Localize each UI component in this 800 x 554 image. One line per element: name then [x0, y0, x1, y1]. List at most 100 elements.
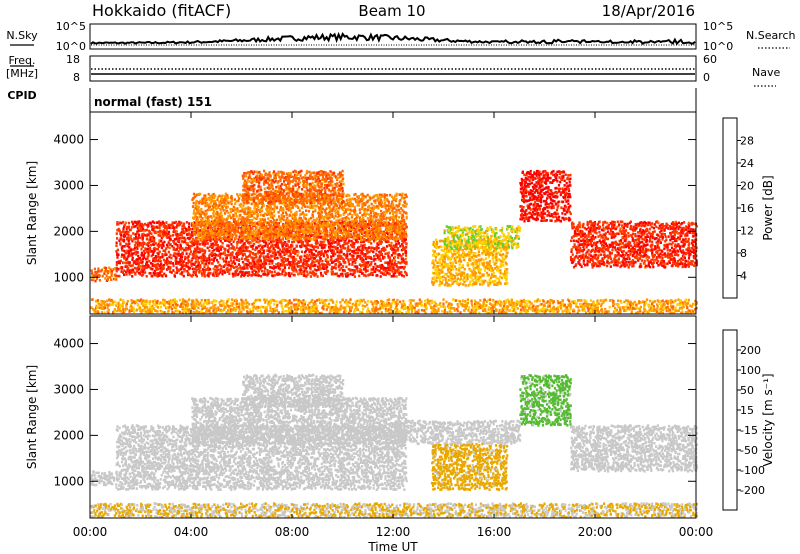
power-cell	[209, 272, 212, 275]
power-cell	[202, 252, 205, 256]
power-cell	[267, 176, 270, 179]
power-cell	[214, 227, 217, 231]
power-cell	[131, 275, 134, 278]
power-cell	[321, 259, 324, 263]
power-cell	[405, 215, 408, 219]
power-cell	[383, 210, 386, 214]
power-cell	[171, 221, 174, 224]
power-cell	[160, 236, 163, 240]
power-cell	[359, 218, 363, 221]
power-cell	[124, 252, 127, 255]
power-cell	[332, 250, 335, 253]
power-cell	[106, 275, 109, 279]
power-cell	[199, 263, 202, 267]
power-cell	[309, 275, 312, 278]
power-cell	[297, 265, 301, 268]
power-cell	[167, 226, 170, 229]
power-cell	[289, 197, 293, 201]
power-cell	[179, 244, 182, 248]
power-cell	[242, 252, 245, 256]
power-cell	[265, 197, 268, 200]
power-cell	[279, 190, 282, 194]
power-cell	[139, 227, 142, 231]
power-cell	[277, 264, 280, 268]
power-cell	[180, 263, 183, 267]
power-cell	[240, 257, 244, 260]
power-cell	[195, 216, 199, 219]
power-cell	[257, 231, 261, 235]
power-cell	[353, 205, 356, 209]
power-cell	[240, 251, 243, 255]
power-cell	[175, 247, 178, 251]
power-cell	[335, 207, 338, 211]
power-cell	[131, 258, 134, 261]
power-cell	[217, 254, 220, 257]
power-cell	[287, 185, 291, 188]
power-cell	[201, 254, 204, 257]
power-cell	[181, 252, 184, 256]
power-cell	[354, 229, 357, 232]
power-cell	[115, 232, 118, 235]
power-cell	[223, 251, 227, 254]
power-cell	[309, 182, 312, 186]
power-cell	[280, 182, 284, 186]
power-cell	[169, 266, 172, 269]
power-cell	[178, 236, 181, 240]
power-cell	[367, 255, 370, 259]
power-cell	[244, 271, 247, 274]
power-cell	[180, 230, 183, 234]
power-cell	[203, 274, 206, 278]
power-cell	[279, 263, 282, 266]
power-cell	[197, 261, 201, 264]
power-cell	[294, 179, 297, 182]
power-cell	[144, 247, 147, 250]
power-cell	[232, 275, 235, 278]
power-cell	[303, 205, 306, 208]
power-cell	[232, 214, 235, 218]
power-cell	[141, 236, 144, 239]
power-cell	[328, 235, 331, 239]
power-cell	[342, 265, 345, 268]
power-cell	[93, 267, 96, 271]
power-cell	[316, 275, 319, 278]
power-cell	[319, 220, 322, 224]
power-cell	[203, 273, 206, 276]
power-cell	[380, 223, 383, 227]
power-cell	[173, 228, 176, 232]
power-cell	[263, 196, 266, 199]
power-cell	[301, 219, 304, 222]
power-cell	[157, 242, 160, 246]
power-cell	[119, 242, 122, 245]
power-cell	[253, 263, 257, 266]
power-cell	[135, 250, 138, 253]
power-cell	[126, 232, 129, 235]
power-cell	[114, 273, 117, 276]
power-cell	[126, 226, 129, 230]
power-cell	[388, 211, 392, 215]
power-cell	[282, 171, 285, 175]
power-cell	[153, 240, 156, 243]
power-cell	[154, 256, 157, 260]
power-cell	[246, 274, 249, 277]
power-cell	[230, 243, 233, 246]
power-cell	[146, 263, 149, 267]
power-cell	[199, 249, 202, 253]
power-cell	[393, 227, 396, 230]
power-cell	[165, 274, 168, 278]
power-cell	[175, 230, 178, 233]
power-cell	[336, 246, 339, 250]
power-cell	[159, 229, 162, 233]
power-cell	[137, 264, 140, 268]
power-cell	[159, 221, 162, 225]
power-cell	[282, 218, 285, 222]
power-cell	[326, 234, 329, 237]
power-cell	[291, 175, 294, 179]
power-cell	[123, 225, 126, 228]
power-cell	[263, 218, 266, 221]
power-cell	[248, 261, 251, 265]
power-cell	[229, 216, 232, 220]
power-cell	[185, 265, 188, 268]
power-cell	[226, 220, 229, 224]
power-cell	[219, 256, 222, 260]
power-cell	[254, 265, 257, 269]
